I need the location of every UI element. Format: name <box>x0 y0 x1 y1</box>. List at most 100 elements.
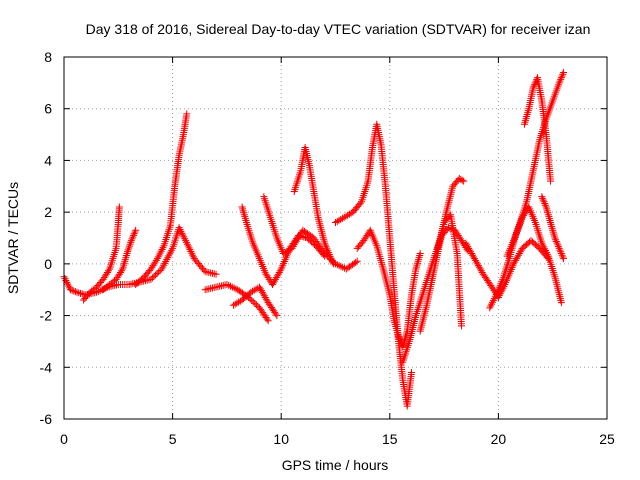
series-arc-14 <box>434 211 465 330</box>
data-point <box>300 233 308 241</box>
x-tick-label: 15 <box>382 431 398 447</box>
data-point <box>152 256 160 264</box>
data-point <box>128 235 136 243</box>
data-point <box>182 237 190 245</box>
data-point <box>522 116 530 124</box>
data-point <box>337 262 345 270</box>
data-point <box>131 228 139 236</box>
data-point <box>71 288 79 296</box>
data-point <box>558 72 566 80</box>
data-point <box>555 79 563 87</box>
data-point <box>239 205 247 213</box>
series-arc-18 <box>520 74 555 185</box>
x-tick-label: 25 <box>599 431 615 447</box>
data-point <box>188 249 196 257</box>
data-point <box>413 259 421 267</box>
data-point <box>127 237 135 245</box>
data-point <box>549 228 557 236</box>
data-point <box>291 239 299 247</box>
data-point <box>68 286 76 294</box>
data-point <box>263 315 271 323</box>
marks-layer <box>60 69 568 410</box>
data-point <box>121 257 129 265</box>
data-point <box>249 298 257 306</box>
data-point <box>557 250 565 258</box>
data-point <box>118 267 126 275</box>
series-arc-8 <box>260 193 361 273</box>
data-point <box>73 288 81 296</box>
data-point <box>290 241 298 249</box>
data-point <box>339 263 347 271</box>
data-point <box>122 253 130 261</box>
data-point <box>147 275 155 283</box>
data-point <box>152 271 160 279</box>
data-point <box>186 246 194 254</box>
data-point <box>458 176 466 184</box>
data-point <box>70 287 78 295</box>
data-point <box>246 295 254 303</box>
x-tick-label: 20 <box>491 431 507 447</box>
y-tick-label: -2 <box>40 308 53 324</box>
data-point <box>272 310 280 318</box>
data-point <box>543 207 551 215</box>
data-point <box>329 260 337 268</box>
series-arc-11 <box>353 226 424 351</box>
data-point <box>252 301 260 309</box>
x-tick-label: 5 <box>169 431 177 447</box>
data-point <box>557 248 565 256</box>
data-point <box>124 248 132 256</box>
data-point <box>130 230 138 238</box>
chart-title: Day 318 of 2016, Sidereal Day-to-day VTE… <box>86 21 591 37</box>
data-point <box>248 296 256 304</box>
data-point <box>553 239 561 247</box>
x-axis-label: GPS time / hours <box>282 457 389 473</box>
data-point <box>225 281 233 289</box>
data-point <box>408 368 416 376</box>
data-point <box>550 230 558 238</box>
data-point <box>75 289 83 297</box>
data-point <box>293 235 301 243</box>
data-point <box>552 237 560 245</box>
data-point <box>212 270 220 278</box>
data-point <box>547 177 555 185</box>
data-point <box>544 209 552 217</box>
data-point <box>183 238 191 246</box>
data-point <box>125 242 133 250</box>
y-tick-label: -4 <box>40 359 53 375</box>
data-point <box>129 233 137 241</box>
y-tick-label: 0 <box>44 256 52 272</box>
data-point <box>554 243 562 251</box>
y-tick-label: -6 <box>40 411 53 427</box>
data-point <box>296 232 304 240</box>
ticks-layer: 0 5 10 15 20 25 -6 -4 -2 0 2 4 6 8 <box>40 49 615 447</box>
data-point <box>292 237 300 245</box>
data-point <box>541 200 549 208</box>
data-point <box>132 226 140 234</box>
data-point <box>557 299 565 307</box>
data-point <box>551 234 559 242</box>
data-point <box>153 269 161 277</box>
data-point <box>242 217 250 225</box>
x-tick-label: 10 <box>273 431 289 447</box>
data-point <box>457 322 465 330</box>
series-arc-2 <box>80 203 123 304</box>
data-point <box>230 284 238 292</box>
data-point <box>105 267 113 275</box>
data-point <box>223 281 231 289</box>
data-point <box>556 77 564 85</box>
series-arc-7 <box>238 203 329 289</box>
data-point <box>240 209 248 217</box>
data-point <box>523 111 531 119</box>
series-arc-3 <box>99 226 140 294</box>
data-point <box>539 196 547 204</box>
data-point <box>545 215 553 223</box>
data-point <box>183 240 191 248</box>
y-axis-label: SDTVAR / TECUs <box>5 182 21 294</box>
series-arc-6 <box>229 283 281 320</box>
data-point <box>352 258 360 266</box>
data-point <box>540 198 548 206</box>
data-point <box>529 84 537 92</box>
data-point <box>523 112 531 120</box>
data-point <box>395 334 403 342</box>
